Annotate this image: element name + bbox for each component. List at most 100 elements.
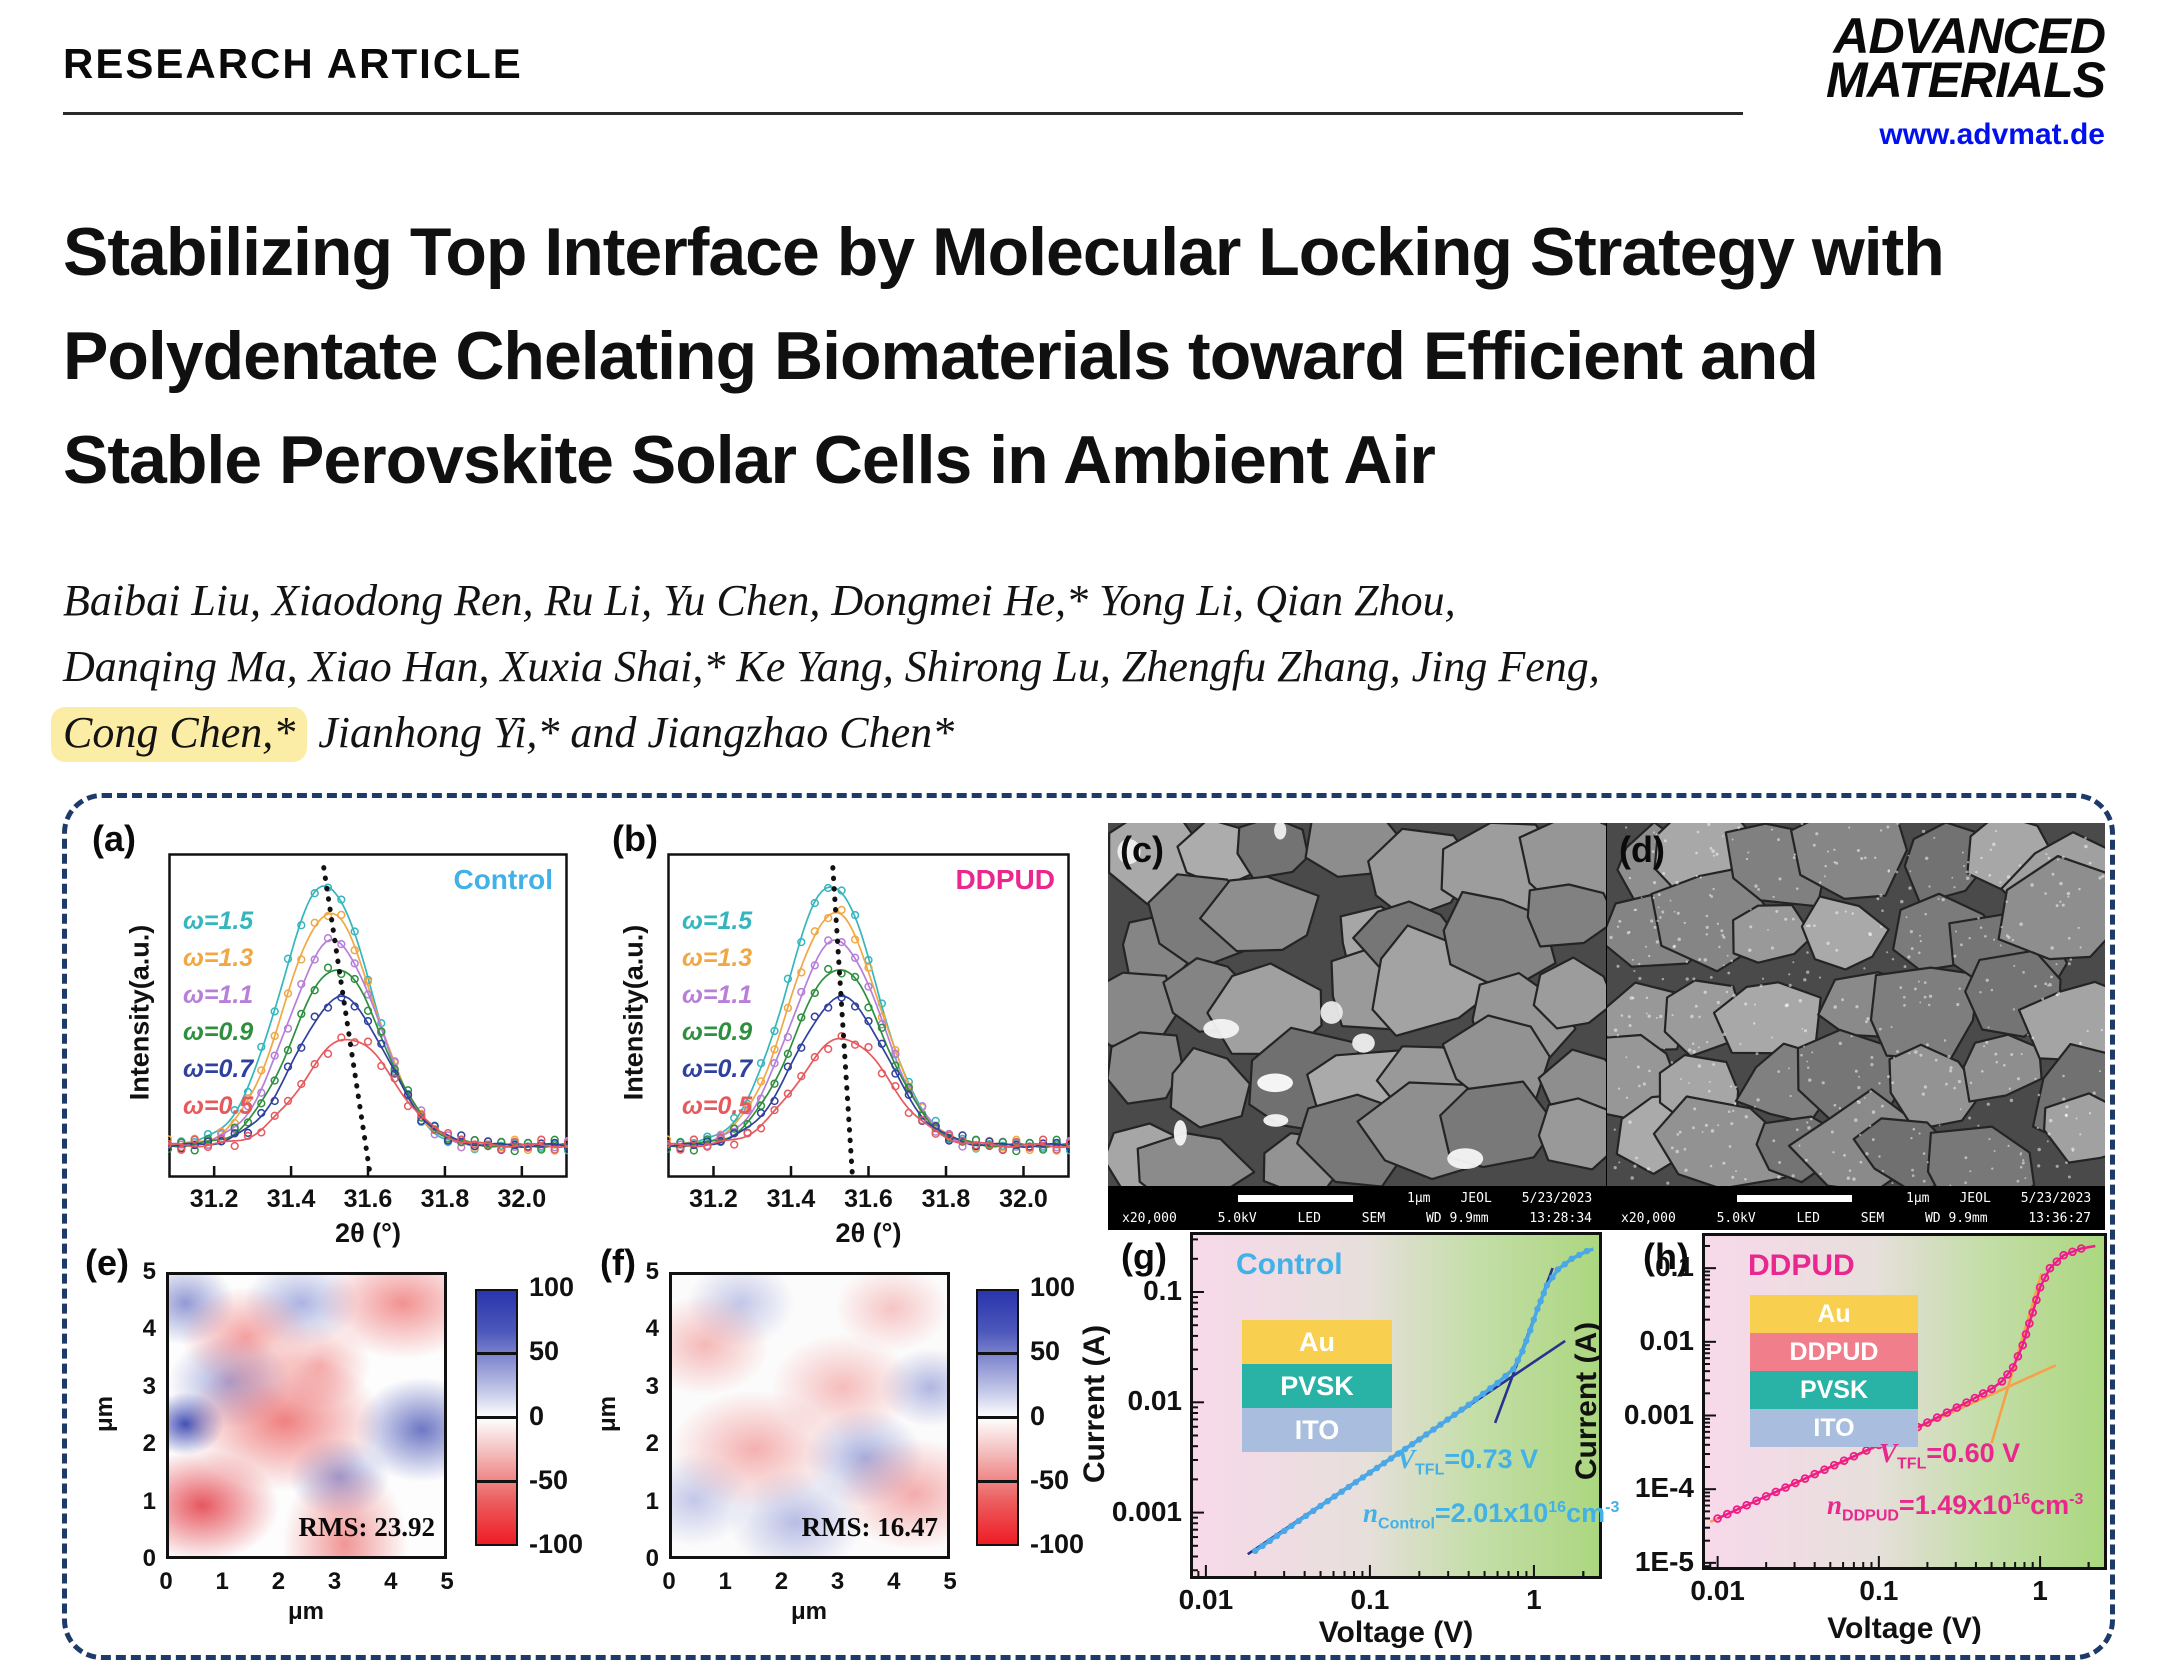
x-axis-tick-label: 3	[327, 1568, 342, 1595]
y-axis-tick-label: 2	[142, 1430, 156, 1458]
sem-caption-item: SEM	[1860, 1210, 1885, 1226]
x-axis-tick-label: 0.01	[1178, 1584, 1234, 1615]
x-axis-tick-label: 31.4	[266, 1185, 316, 1213]
x-axis-tick-label: 31.2	[189, 1185, 239, 1213]
highlighted-author: Cong Chen,*	[51, 707, 308, 762]
y-axis-tick-label: 3	[645, 1372, 659, 1400]
sem-caption-item: WD 9.9mm	[1924, 1210, 1988, 1226]
sem-caption-item: 1μm	[1906, 1190, 1930, 1206]
panel-label-c: (c)	[1120, 829, 1164, 870]
legend-entry: ω=1.5	[682, 907, 753, 935]
author-list: Baibai Liu, Xiaodong Ren, Ru Li, Yu Chen…	[51, 568, 1600, 766]
x-axis-tick-label: 32.0	[999, 1185, 1048, 1213]
colorbar-tick-label: 0	[1030, 1400, 1046, 1431]
y-axis-tick-label: 0	[645, 1545, 659, 1572]
series-name-label: Control	[1236, 1248, 1343, 1281]
author-line: Cong Chen,* Jianhong Yi,* and Jiangzhao …	[51, 700, 1600, 766]
panel-label-b: (b)	[612, 818, 658, 859]
y-axis-tick-label: 1	[142, 1487, 156, 1515]
x-axis-tick-label: 32.0	[497, 1185, 547, 1213]
y-axis-tick-label: 1E-5	[1634, 1545, 1694, 1577]
colorbar-divider	[475, 1480, 518, 1484]
sem-info-bar: 1μm JEOL 5/23/2023 x20,000 5.0kV LED SEM WD 9.9…	[1108, 1186, 1606, 1230]
sem-caption-item: LED	[1796, 1210, 1820, 1226]
y-axis-tick-label: 0.001	[1111, 1495, 1182, 1527]
sem-scale-bar	[1238, 1194, 1353, 1202]
panel-label-e: (e)	[85, 1242, 129, 1283]
y-axis-label: Intensity(a.u.)	[618, 924, 649, 1101]
afm-map-ddpud	[669, 1272, 950, 1559]
colorbar-divider	[976, 1416, 1019, 1419]
x-axis-tick-label: 3	[830, 1568, 845, 1595]
panel-label-f: (f)	[600, 1242, 636, 1283]
sem-info-bar: 1μm JEOL 5/23/2023 x20,000 5.0kV LED SEM WD 9.9…	[1607, 1186, 2105, 1230]
sem-caption-item: JEOL	[1460, 1190, 1492, 1206]
x-axis-tick-label: 2	[774, 1568, 789, 1595]
trap-density-annotation: nControl=2.01x1016cm-3	[1363, 1498, 1620, 1533]
y-axis-tick-label: 4	[142, 1315, 156, 1343]
title-line: Stabilizing Top Interface by Molecular L…	[63, 214, 1945, 290]
colorbar-divider	[475, 1351, 518, 1355]
device-stack-layer: Au	[1242, 1320, 1392, 1364]
legend-entry: ω=1.1	[682, 981, 753, 1009]
y-axis-tick-label: 0.01	[1639, 1324, 1695, 1356]
sem-caption-item: 1μm	[1407, 1190, 1431, 1206]
author-line: Danqing Ma, Xiao Han, Xuxia Shai,* Ke Ya…	[63, 642, 1600, 691]
figure-panel: (a) (b) (e) (f) (g) (h) 2θ (°) 2θ (°) In…	[62, 793, 2115, 1660]
x-axis-label: 2θ (°)	[835, 1218, 902, 1248]
xrd-chart-control	[168, 853, 568, 1178]
article-title: Stabilizing Top Interface by Molecular L…	[63, 200, 2113, 512]
colorbar-divider	[976, 1480, 1019, 1484]
legend-entry: ω=1.1	[183, 981, 254, 1009]
x-axis-tick-label: 1	[718, 1568, 732, 1595]
rms-value: RMS: 16.47	[801, 1512, 939, 1542]
series-name-label: DDPUD	[1748, 1249, 1855, 1282]
colorbar-tick-label: 50	[529, 1336, 560, 1367]
legend-entry: ω=0.9	[682, 1018, 753, 1046]
legend-entry: ω=0.5	[682, 1092, 753, 1120]
device-stack-layer: PVSK	[1750, 1371, 1918, 1409]
x-axis-tick-label: 2	[271, 1568, 286, 1595]
sem-image-ddpud	[1607, 823, 2105, 1186]
series-name-label: DDPUD	[955, 864, 1055, 895]
legend-entry: ω=1.3	[682, 944, 753, 972]
panel-label-g: (g)	[1121, 1236, 1167, 1277]
y-axis-tick-label: 4	[645, 1315, 659, 1343]
x-axis-unit: μm	[287, 1598, 325, 1625]
x-axis-tick-label: 0	[662, 1568, 676, 1595]
sem-caption-item: 5/23/2023	[1521, 1190, 1593, 1206]
journal-website-link[interactable]: www.advmat.de	[1879, 118, 2105, 151]
x-axis-tick-label: 5	[943, 1568, 957, 1595]
colorbar-tick-label: 0	[529, 1400, 545, 1431]
panel-label-a: (a)	[92, 818, 136, 859]
colorbar-divider	[475, 1416, 518, 1419]
x-axis-label: Voltage (V)	[1318, 1616, 1474, 1649]
colorbar-tick-label: -100	[529, 1529, 584, 1559]
x-axis-tick-label: 1	[215, 1568, 229, 1595]
device-stack-layer: DDPUD	[1750, 1333, 1918, 1371]
y-axis-tick-label: 5	[645, 1258, 659, 1285]
rms-value: RMS: 23.92	[298, 1512, 436, 1542]
trap-density-annotation: nDDPUD=1.49x1016cm-3	[1827, 1490, 2084, 1525]
sem-caption-item: x20,000	[1621, 1210, 1676, 1226]
device-stack-inset: Au PVSK ITO	[1242, 1320, 1392, 1452]
colorbar-tick-label: 50	[1030, 1336, 1061, 1367]
afm-map-control	[166, 1272, 447, 1559]
journal-logo-line1: ADVANCED	[1833, 8, 2106, 64]
y-axis-unit: μm	[91, 1395, 118, 1433]
title-line: Stable Perovskite Solar Cells in Ambient…	[63, 422, 1436, 498]
sem-caption-item: LED	[1297, 1210, 1321, 1226]
legend-entry: ω=0.7	[183, 1055, 254, 1083]
y-axis-tick-label: 5	[142, 1258, 156, 1285]
device-stack-layer: ITO	[1242, 1408, 1392, 1452]
x-axis-tick-label: 0.1	[1859, 1575, 1899, 1606]
x-axis-tick-label: 1	[2032, 1575, 2048, 1606]
legend-entry: ω=0.7	[682, 1055, 753, 1083]
x-axis-tick-label: 0.01	[1690, 1575, 1745, 1606]
vtfl-annotation: VTFL=0.60 V	[1879, 1438, 2021, 1473]
sem-caption-item: 13:28:34	[1529, 1210, 1592, 1226]
author-line: Baibai Liu, Xiaodong Ren, Ru Li, Yu Chen…	[63, 576, 1456, 625]
journal-logo: ADVANCED MATERIALS	[1826, 8, 2106, 105]
colorbar-tick-label: 100	[1030, 1272, 1076, 1302]
